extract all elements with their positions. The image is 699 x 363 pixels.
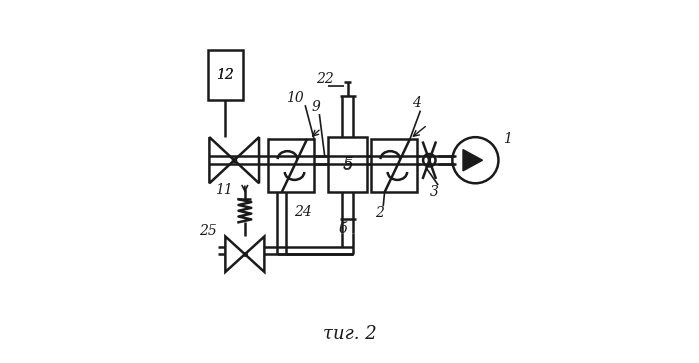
Text: 1: 1 (503, 132, 512, 146)
Text: 5: 5 (343, 156, 353, 173)
Bar (329, 137, 367, 192)
Text: 12: 12 (217, 68, 234, 82)
Bar (370, 139, 417, 192)
Bar (208, 50, 243, 100)
Text: 4: 4 (412, 97, 421, 110)
Text: 22: 22 (316, 72, 333, 86)
Text: 24: 24 (294, 205, 312, 219)
Text: б: б (338, 223, 347, 236)
Text: 9: 9 (311, 100, 320, 114)
Text: 25: 25 (199, 224, 217, 238)
Text: 3: 3 (430, 185, 439, 199)
Text: 12: 12 (217, 68, 234, 82)
Text: 10: 10 (286, 91, 303, 105)
Bar (268, 139, 314, 192)
Text: 11: 11 (215, 183, 233, 197)
Text: τиг. 2: τиг. 2 (323, 325, 376, 343)
Text: 5: 5 (343, 159, 352, 172)
Polygon shape (463, 150, 482, 171)
Text: 2: 2 (375, 207, 384, 220)
